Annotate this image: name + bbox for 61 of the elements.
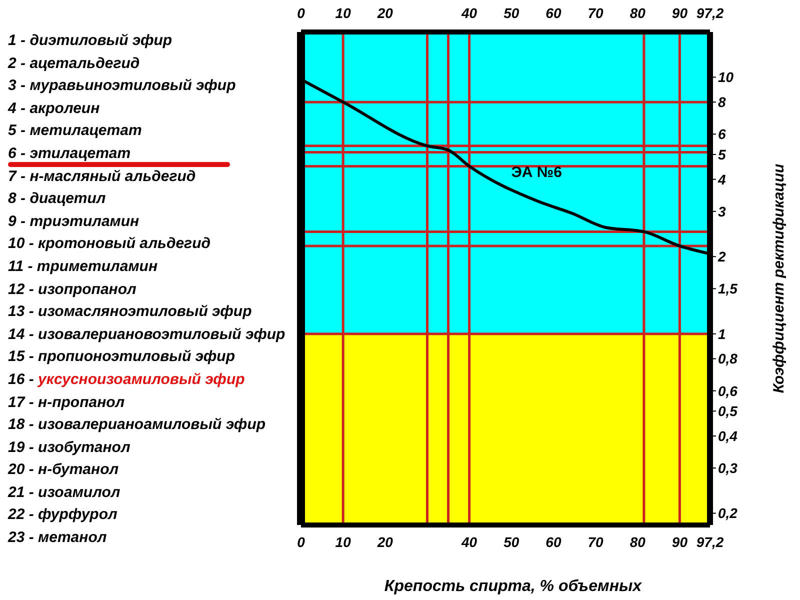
x2-tick-label: 20: [376, 5, 394, 21]
y-tick-label: 3: [718, 203, 726, 220]
x-tick-label: 10: [335, 534, 352, 550]
y-axis-title: Коэффициент ректификации: [770, 164, 788, 394]
text: 14 - изовалериановоэтиловый эфир: [8, 326, 286, 343]
y-tick-label: 6: [718, 126, 726, 142]
x2-tick-label: 80: [630, 5, 646, 21]
x-tick-label: 80: [630, 534, 646, 550]
x2-tick-label: 90: [672, 5, 688, 21]
y-tick-label: 1,5: [718, 280, 738, 297]
x2-tick-label: 50: [504, 5, 520, 21]
text: 20 - н-бутанол: [8, 461, 119, 478]
text: 18 - изовалерианоамиловый эфир: [8, 416, 266, 434]
x-tick-label: 60: [546, 534, 562, 550]
text: 19 - изобутанол: [8, 438, 130, 456]
text: 9 - триэтиламин: [8, 212, 140, 230]
y-tick-label: 0,2: [718, 505, 738, 522]
x-tick-label: 40: [460, 534, 478, 550]
text: 6 - этилацетат: [8, 144, 131, 162]
x-tick-label: 90: [672, 534, 688, 550]
y-tick-label: 0,5: [718, 403, 738, 420]
y-tick-label: 10: [718, 69, 734, 86]
x-tick-label: 0: [297, 534, 306, 550]
x-axis-title: Крепость спирта, % объемных: [383, 578, 643, 596]
x2-tick-label: 0: [297, 5, 306, 21]
text: 5 - метилацетат: [8, 122, 142, 140]
text: 1 - диэтиловый эфир: [8, 32, 172, 49]
text: 13 - изомасляноэтиловый эфир: [8, 303, 252, 320]
text: 12 - изопропанол: [8, 280, 136, 298]
x-tick-label: 70: [588, 534, 604, 550]
x2-tick-label: 97,2: [696, 5, 724, 21]
text: 4 - акролеин: [8, 100, 100, 117]
text: 15 - пропионоэтиловый эфир: [8, 348, 235, 366]
y-tick-label: 1: [718, 326, 726, 342]
y-tick-label: 0,6: [718, 382, 738, 399]
text: 10 - кротоновый альдегид: [8, 235, 211, 252]
y-tick-label: 2: [717, 248, 726, 265]
x2-tick-label: 40: [460, 5, 478, 21]
y-tick-label: 0,4: [718, 428, 738, 444]
y-tick-label: 4: [717, 171, 726, 188]
text: 2 - ацетальдегид: [8, 54, 140, 72]
y-tick-label: 0,3: [718, 460, 738, 476]
x2-tick-label: 10: [335, 5, 352, 21]
text: 22 - фурфурол: [8, 506, 118, 524]
x-tick-label: 97,2: [696, 534, 724, 550]
text: 17 - н-пропанол: [8, 394, 125, 410]
y-tick-label: 0,8: [718, 350, 738, 367]
text: 7 - н-масляный альдегид: [8, 168, 196, 185]
x2-tick-label: 70: [588, 5, 604, 21]
text: 8 - диацетил: [8, 190, 106, 208]
x-tick-label: 50: [504, 534, 520, 550]
text: 16 - уксусноизоамиловый эфир: [8, 370, 245, 388]
text: 21 - изоамилол: [8, 484, 120, 501]
x-tick-label: 20: [376, 534, 394, 550]
text: 23 - метанол: [8, 529, 107, 546]
series-label: ЭА №6: [511, 164, 562, 181]
x2-tick-label: 60: [546, 5, 562, 21]
text: 11 - триметиламин: [8, 258, 158, 275]
y-tick-label: 8: [718, 94, 726, 110]
text: 3 - муравьиноэтиловый эфир: [8, 77, 236, 94]
y-tick-label: 5: [718, 146, 726, 162]
